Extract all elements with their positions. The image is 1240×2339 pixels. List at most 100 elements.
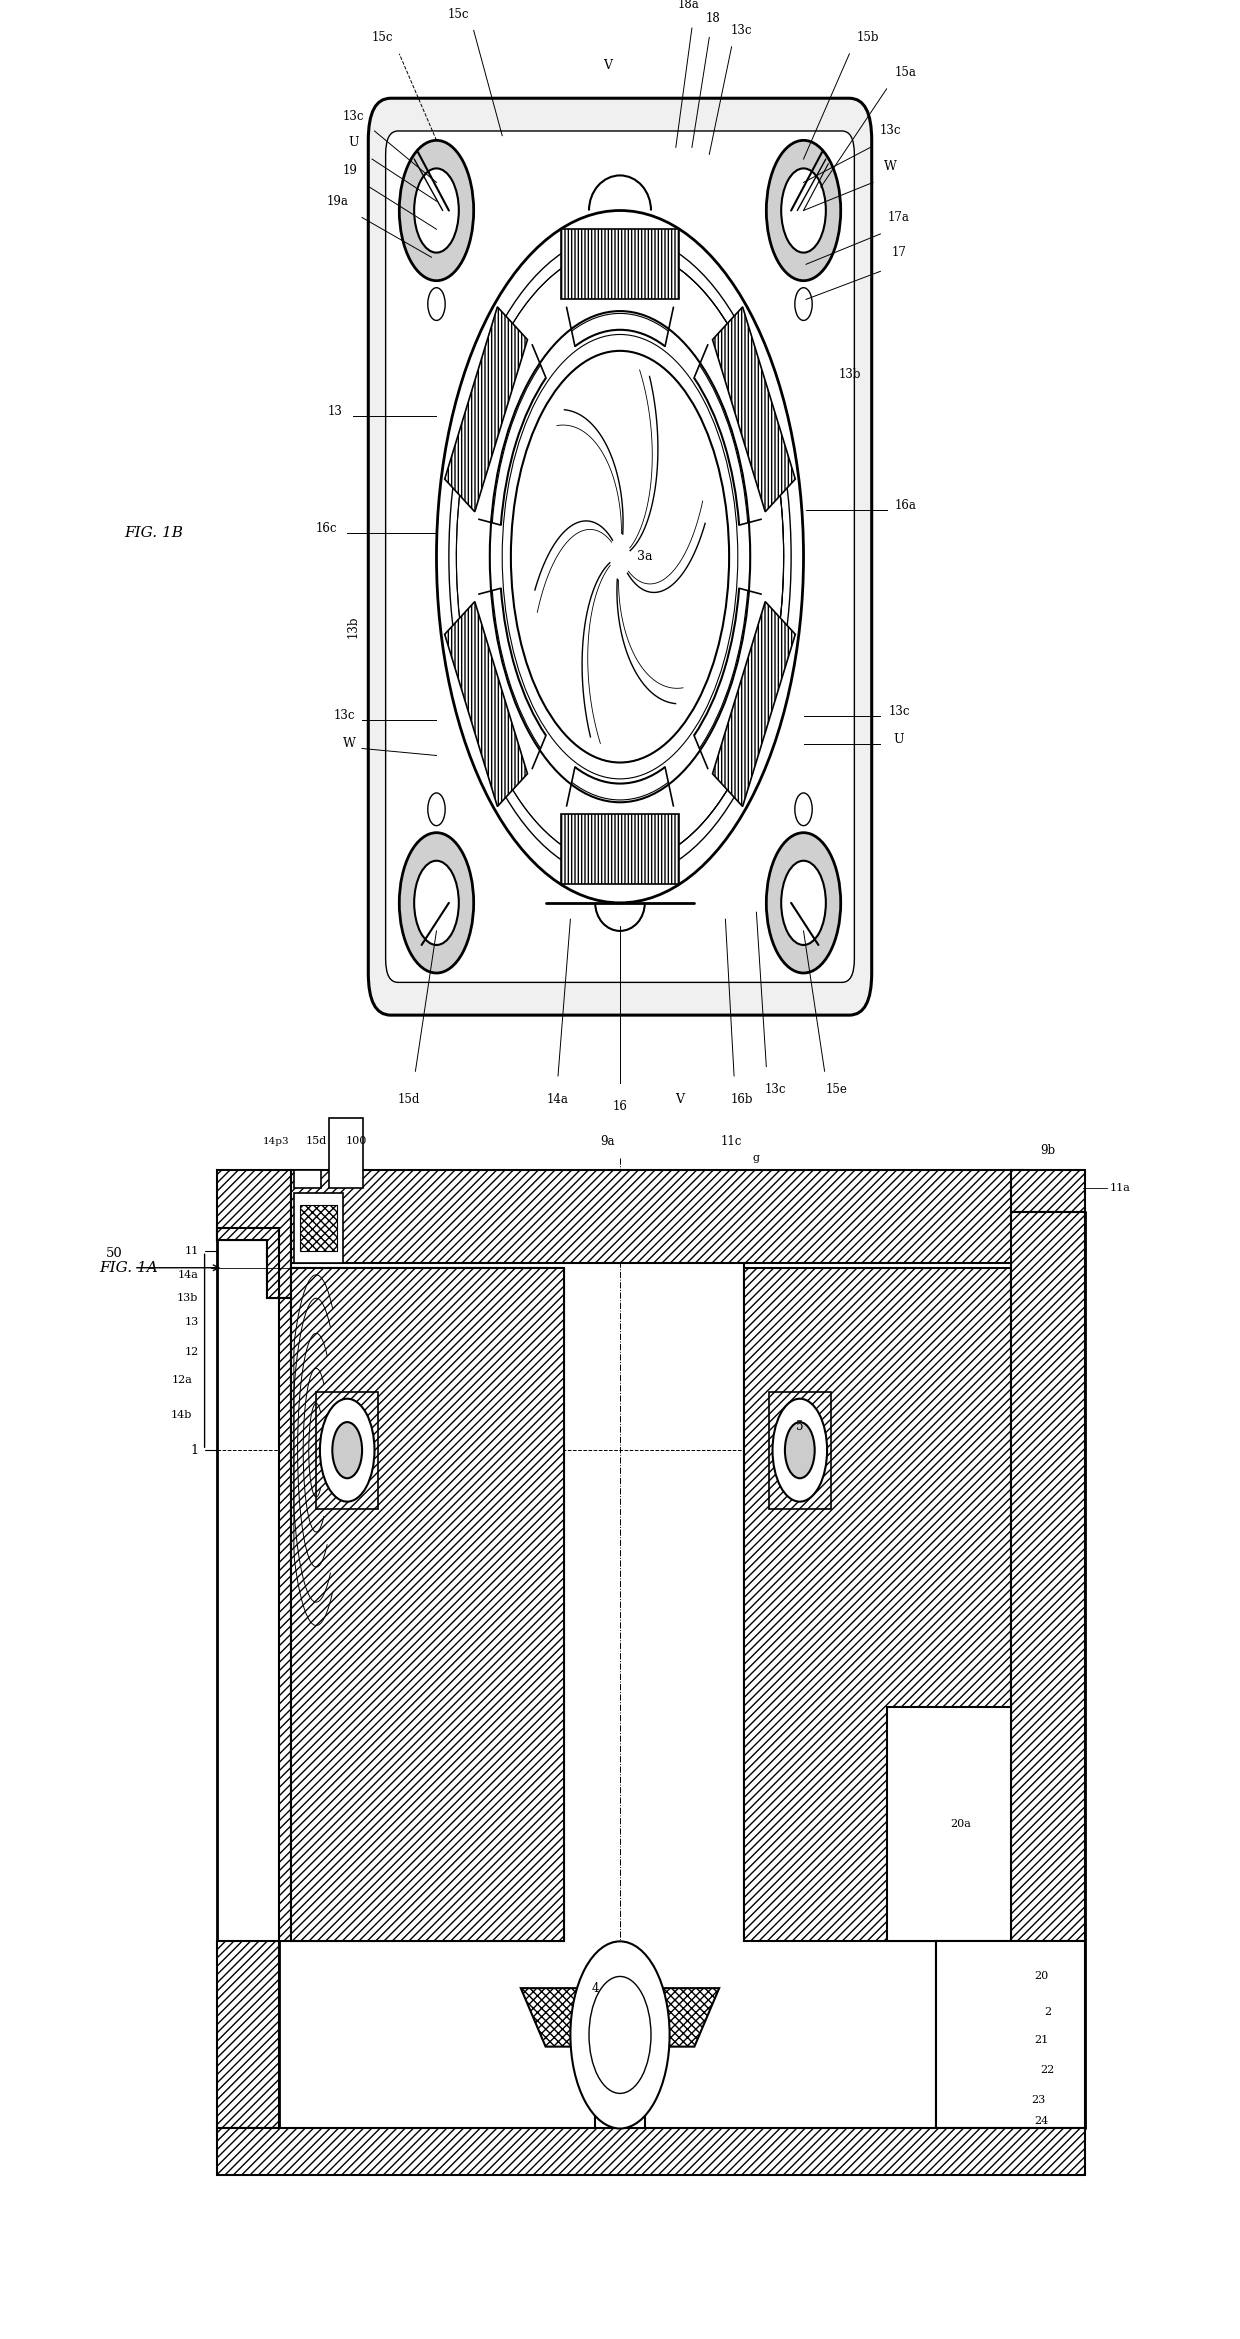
Polygon shape xyxy=(445,601,527,807)
Circle shape xyxy=(795,793,812,826)
Bar xyxy=(316,1392,378,1509)
Text: U: U xyxy=(894,732,904,746)
Text: 14a: 14a xyxy=(547,1092,569,1106)
Text: 18: 18 xyxy=(706,12,720,26)
Text: 13b: 13b xyxy=(347,615,360,639)
Text: W: W xyxy=(343,737,356,751)
Text: 5: 5 xyxy=(796,1420,804,1434)
Text: 4: 4 xyxy=(591,1981,599,1995)
Text: 14b: 14b xyxy=(171,1410,192,1420)
Circle shape xyxy=(414,861,459,945)
Text: 17a: 17a xyxy=(888,211,910,225)
Text: 15c: 15c xyxy=(448,7,470,21)
Circle shape xyxy=(332,1422,362,1478)
Text: 50: 50 xyxy=(105,1247,123,1261)
Text: 13b: 13b xyxy=(177,1293,198,1303)
Polygon shape xyxy=(713,306,795,512)
Text: 15d: 15d xyxy=(398,1092,420,1106)
Text: 13: 13 xyxy=(327,405,342,419)
Circle shape xyxy=(795,288,812,320)
Text: 15e: 15e xyxy=(826,1083,848,1097)
Text: 16c: 16c xyxy=(315,522,337,536)
Text: 16: 16 xyxy=(613,1099,627,1113)
Text: 13c: 13c xyxy=(764,1083,786,1097)
Circle shape xyxy=(781,168,826,253)
Polygon shape xyxy=(445,306,527,512)
Text: 15d: 15d xyxy=(305,1137,327,1146)
Bar xyxy=(329,1118,363,1188)
Text: 11a: 11a xyxy=(1110,1184,1131,1193)
Text: 13c: 13c xyxy=(879,124,901,138)
Text: 13c: 13c xyxy=(730,23,753,37)
Bar xyxy=(936,1941,1085,2128)
Bar xyxy=(217,1941,279,2128)
Text: 1: 1 xyxy=(191,1443,198,1457)
Text: 19a: 19a xyxy=(326,194,348,208)
Circle shape xyxy=(502,334,738,779)
Text: 11c: 11c xyxy=(720,1134,743,1148)
Text: 16a: 16a xyxy=(894,498,916,512)
Circle shape xyxy=(320,1399,374,1502)
Polygon shape xyxy=(217,1170,291,1298)
Text: 20a: 20a xyxy=(951,1820,971,1829)
Circle shape xyxy=(399,140,474,281)
Text: 19: 19 xyxy=(342,164,357,178)
Polygon shape xyxy=(521,1988,719,2047)
Text: 3a: 3a xyxy=(637,550,652,564)
Circle shape xyxy=(773,1399,827,1502)
Text: 2: 2 xyxy=(1044,2007,1052,2016)
Bar xyxy=(300,1205,337,1251)
Text: 13: 13 xyxy=(185,1317,198,1326)
Polygon shape xyxy=(713,601,795,807)
Circle shape xyxy=(511,351,729,763)
Text: 9b: 9b xyxy=(1040,1144,1055,1158)
Polygon shape xyxy=(744,1268,1011,1941)
Text: g: g xyxy=(753,1153,760,1162)
Text: 20: 20 xyxy=(1034,1972,1049,1981)
Text: 13c: 13c xyxy=(334,709,356,723)
Bar xyxy=(291,1170,1023,1263)
Text: 11: 11 xyxy=(185,1247,198,1256)
Text: 17: 17 xyxy=(892,246,906,260)
Circle shape xyxy=(766,833,841,973)
Text: V: V xyxy=(603,58,613,73)
Bar xyxy=(887,1707,1011,1941)
Text: 13b: 13b xyxy=(838,367,861,381)
Bar xyxy=(217,2128,1085,2175)
Text: 12a: 12a xyxy=(171,1375,192,1385)
Text: 14p3: 14p3 xyxy=(263,1137,290,1146)
Bar xyxy=(294,1170,321,1188)
Polygon shape xyxy=(560,229,680,299)
Circle shape xyxy=(785,1422,815,1478)
Text: 15b: 15b xyxy=(857,30,879,44)
Bar xyxy=(1011,1170,1085,1212)
Bar xyxy=(294,1193,343,1263)
Circle shape xyxy=(570,1941,670,2128)
Bar xyxy=(1011,1212,1085,1941)
Text: 16b: 16b xyxy=(730,1092,753,1106)
FancyBboxPatch shape xyxy=(368,98,872,1015)
Circle shape xyxy=(490,311,750,802)
Bar xyxy=(769,1392,831,1509)
Text: 13c: 13c xyxy=(888,704,910,718)
Circle shape xyxy=(428,793,445,826)
Polygon shape xyxy=(217,1228,291,1941)
Circle shape xyxy=(436,211,804,903)
Text: FIG. 1B: FIG. 1B xyxy=(124,526,184,540)
Polygon shape xyxy=(560,814,680,884)
Text: 14a: 14a xyxy=(177,1270,198,1279)
Text: 23: 23 xyxy=(1030,2096,1045,2105)
Circle shape xyxy=(414,168,459,253)
Text: 21: 21 xyxy=(1034,2035,1049,2044)
Bar xyxy=(936,1941,1085,2128)
Text: W: W xyxy=(884,159,897,173)
Circle shape xyxy=(428,288,445,320)
Text: 24: 24 xyxy=(1034,2117,1049,2126)
Circle shape xyxy=(766,140,841,281)
Text: 12: 12 xyxy=(185,1347,198,1357)
Polygon shape xyxy=(291,1268,564,1941)
Text: FIG. 1A: FIG. 1A xyxy=(99,1261,157,1275)
Circle shape xyxy=(449,234,791,879)
Circle shape xyxy=(399,833,474,973)
FancyBboxPatch shape xyxy=(386,131,854,982)
